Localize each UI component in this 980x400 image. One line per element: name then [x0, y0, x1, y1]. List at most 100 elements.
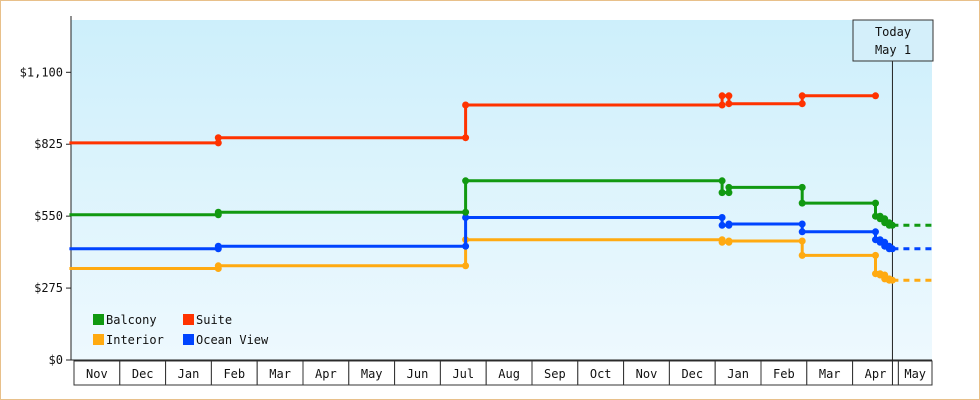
data-point [462, 101, 470, 109]
x-month-cell [760, 360, 808, 386]
x-tick-label: Dec [681, 367, 703, 381]
x-month-cell [348, 360, 396, 386]
data-point [888, 245, 896, 253]
legend-label: Suite [196, 313, 232, 327]
plot-background [71, 20, 932, 360]
x-month-cell [668, 360, 716, 386]
x-month-cell [897, 360, 933, 386]
legend-item-ocean-view: Ocean View [183, 333, 269, 347]
legend-item-balcony: Balcony [93, 313, 157, 327]
data-point [888, 221, 896, 229]
data-point [462, 214, 470, 221]
legend-item-suite: Suite [183, 313, 232, 327]
legend-label: Interior [106, 333, 164, 347]
data-point [872, 251, 879, 259]
data-point [214, 208, 222, 216]
x-tick-label: Jan [178, 367, 200, 381]
data-point [725, 100, 733, 108]
series-layer [69, 92, 935, 284]
y-tick-label: $275 [34, 281, 63, 295]
data-point [214, 134, 222, 142]
data-point [872, 199, 879, 207]
data-point [718, 221, 726, 229]
x-month-cell [210, 360, 258, 386]
legend-swatch [93, 314, 104, 325]
x-tick-label: Feb [223, 367, 245, 381]
data-point [718, 238, 726, 246]
data-point [725, 220, 733, 228]
x-tick-label: Dec [132, 367, 154, 381]
x-tick-label: Sep [544, 367, 566, 381]
data-point [725, 237, 733, 245]
x-tick-label: Mar [819, 367, 841, 381]
data-point [725, 92, 733, 100]
x-month-cell [165, 360, 212, 386]
x-month-cell [531, 360, 579, 386]
data-point [718, 189, 726, 197]
data-point [462, 262, 470, 270]
series-suite [69, 92, 879, 147]
x-tick-label: Nov [636, 367, 658, 381]
data-point [798, 228, 806, 236]
series-interior [69, 236, 935, 284]
legend: Balcony Suite Interior Ocean View [93, 313, 269, 347]
data-point [798, 251, 806, 259]
legend-item-interior: Interior [93, 333, 164, 347]
data-point [462, 177, 470, 185]
data-point [462, 208, 470, 216]
legend-swatch [183, 314, 194, 325]
x-month-cell [302, 360, 350, 386]
x-month-cell [577, 360, 625, 386]
legend-label: Balcony [106, 313, 157, 327]
x-month-cell [852, 360, 899, 386]
today-box [852, 19, 934, 62]
y-tick-label: $0 [49, 353, 63, 367]
data-point [725, 189, 733, 197]
data-point [462, 134, 470, 142]
today-date: May 1 [875, 43, 911, 57]
x-tick-label: Apr [865, 367, 887, 381]
x-month-cell [394, 360, 441, 386]
legend-swatch [183, 334, 194, 345]
data-point [798, 199, 806, 207]
data-point [798, 100, 806, 108]
x-tick-label: Nov [86, 367, 108, 381]
x-month-cell [714, 360, 762, 386]
series-balcony [69, 177, 935, 229]
data-point [888, 276, 896, 284]
axes-layer: $0 $275 $550 $825 $1,100 Nov Dec Jan Feb Mar Apr Ma… [20, 16, 933, 386]
data-point [214, 242, 222, 250]
today-label: Today [875, 25, 911, 39]
data-point [462, 242, 470, 250]
x-tick-label: Jan [727, 367, 749, 381]
x-tick-label: Feb [773, 367, 795, 381]
y-tick-label: $550 [34, 209, 63, 223]
x-month-cell [623, 360, 670, 386]
data-point [718, 101, 726, 109]
data-point [214, 139, 222, 147]
x-tick-label: Mar [269, 367, 291, 381]
x-tick-label: Aug [498, 367, 520, 381]
y-tick-label: $1,100 [20, 65, 63, 79]
legend-label: Ocean View [196, 333, 269, 347]
data-point [718, 177, 726, 185]
x-month-cell [119, 360, 167, 386]
x-tick-label: May [904, 367, 926, 381]
x-tick-label: Jul [452, 367, 474, 381]
x-tick-label: Jun [407, 367, 429, 381]
data-point [798, 220, 806, 228]
legend-swatch [93, 334, 104, 345]
data-point [725, 183, 733, 191]
series-ocean-view [69, 214, 935, 253]
data-point [718, 92, 726, 100]
data-point [872, 92, 879, 100]
data-point [872, 228, 879, 236]
y-tick-label: $825 [34, 137, 63, 151]
x-tick-label: May [361, 367, 383, 381]
x-month-cell [256, 360, 304, 386]
today-marker: Today May 1 [852, 19, 934, 385]
data-point [798, 237, 806, 245]
x-tick-label: Apr [315, 367, 337, 381]
data-point [214, 262, 222, 270]
